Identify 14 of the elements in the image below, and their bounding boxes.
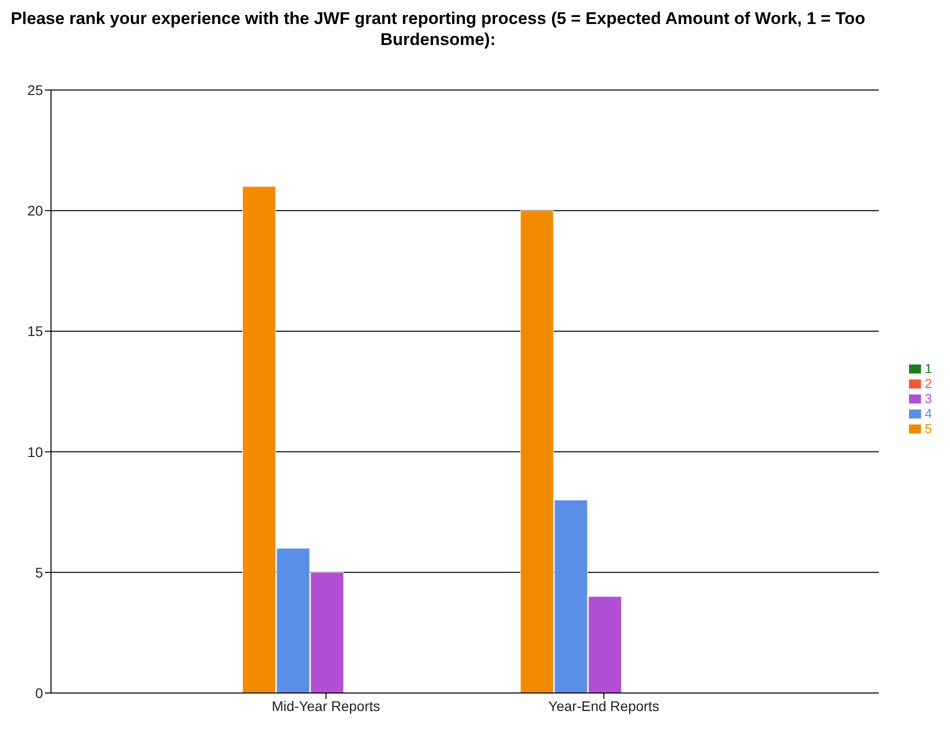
legend-label: 5 — [924, 420, 932, 436]
chart-title: Please rank your experience with the JWF grant reporting process (5 = Expected Amount of Work, 1 = Too Burdensome): — [10, 8, 866, 51]
y-tick-label: 5 — [35, 564, 44, 580]
y-tick-label: 0 — [35, 684, 44, 701]
y-tick-label: 25 — [27, 82, 44, 98]
legend-label: 2 — [924, 376, 932, 390]
y-tick-label: 10 — [27, 444, 44, 460]
y-tick-label: 20 — [27, 202, 44, 219]
x-tick-label: Mid-Year Reports — [272, 698, 380, 714]
legend-label: 3 — [924, 390, 932, 406]
y-tick-label: 15 — [27, 323, 44, 340]
legend-label: 1 — [924, 360, 932, 376]
legend-label: 4 — [924, 406, 932, 420]
x-tick-label: Year-End Reports — [548, 698, 660, 714]
